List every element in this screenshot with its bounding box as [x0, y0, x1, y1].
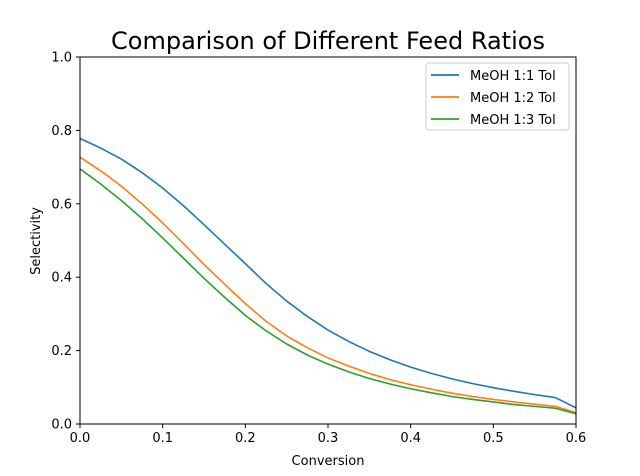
y-tick-label: 0.8	[51, 124, 72, 139]
y-tick-label: 0.6	[51, 197, 72, 212]
x-axis-label: Conversion	[292, 454, 365, 469]
legend-label-2: MeOH 1:2 Tol	[470, 91, 556, 106]
y-tick-label: 0.4	[51, 271, 72, 286]
y-tick-label: 0.0	[51, 418, 72, 433]
legend-label-1: MeOH 1:1 Tol	[470, 69, 556, 84]
legend-label-3: MeOH 1:3 Tol	[470, 113, 556, 128]
y-tick-label: 0.2	[51, 344, 72, 359]
chart-title: Comparison of Different Feed Ratios	[111, 27, 545, 55]
x-tick-label: 0.4	[400, 431, 421, 446]
y-axis-label: Selectivity	[29, 207, 44, 275]
y-tick-label: 1.0	[51, 51, 72, 66]
series-line-1	[79, 137, 577, 409]
x-tick-label: 0.3	[318, 431, 339, 446]
series-line-2	[79, 156, 577, 414]
x-tick-label: 0.2	[235, 431, 256, 446]
series-line-3	[79, 168, 577, 415]
x-tick-label: 0.5	[483, 431, 504, 446]
x-tick-label: 0.6	[566, 431, 587, 446]
x-tick-label: 0.1	[152, 431, 173, 446]
legend-box	[425, 62, 570, 131]
plot-area: 0.0 0.1 0.2 0.3 0.4 0.5 0.6 0.0 0.2 0.4 0.6 0.8 1.0 M…	[51, 51, 586, 447]
x-tick-label: 0.0	[70, 431, 91, 446]
